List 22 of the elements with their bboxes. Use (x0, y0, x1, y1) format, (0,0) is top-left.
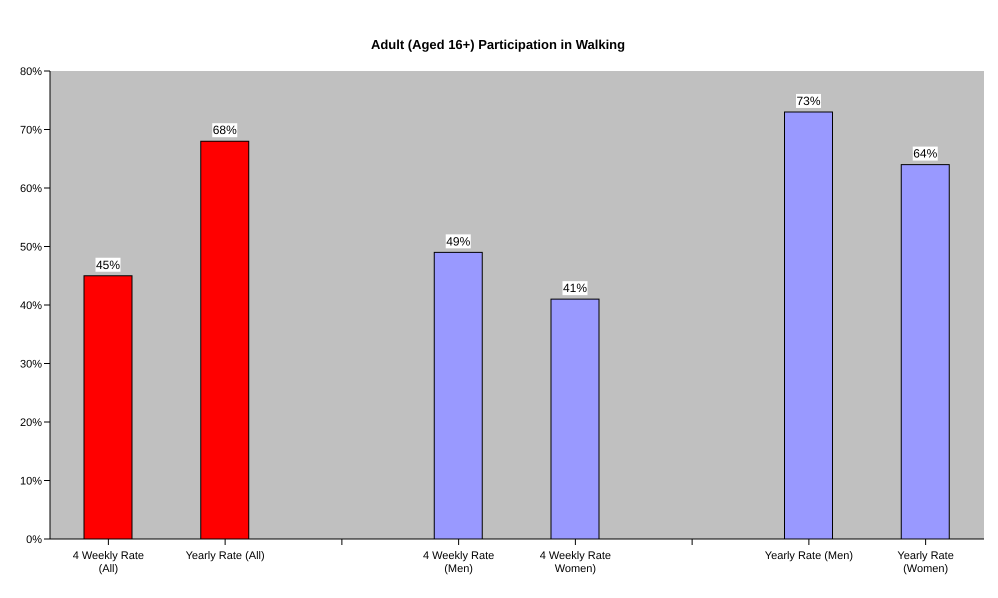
y-tick-label: 30% (20, 358, 42, 370)
y-tick-label: 20% (20, 416, 42, 429)
x-tick-label: 4 Weekly Rate (Men) (422, 550, 494, 575)
data-label: 73% (796, 94, 821, 108)
y-tick-label: 70% (20, 124, 42, 136)
x-tick-label: 4 Weekly Rate Women) (540, 550, 612, 575)
y-tick-label: 0% (26, 534, 42, 546)
data-label: 64% (913, 146, 938, 161)
y-tick-label: 50% (20, 241, 42, 254)
data-label: 41% (562, 281, 588, 296)
data-label: 49% (446, 234, 471, 248)
chart-title: Adult (Aged 16+) Participation in Walking (370, 37, 626, 54)
y-tick-label: 60% (20, 182, 42, 195)
y-tick-label: 10% (20, 475, 42, 488)
y-tick-label: 80% (20, 66, 42, 78)
x-tick-label: Yearly Rate (Women) (897, 550, 954, 575)
y-tick-label: 40% (20, 300, 42, 312)
data-label: 68% (212, 123, 238, 138)
x-tick-label: Yearly Rate (All) (186, 550, 265, 562)
x-tick-label: Yearly Rate (Men) (764, 550, 853, 562)
x-tick-label: 4 Weekly Rate (All) (72, 550, 144, 575)
data-label: 45% (96, 258, 120, 272)
